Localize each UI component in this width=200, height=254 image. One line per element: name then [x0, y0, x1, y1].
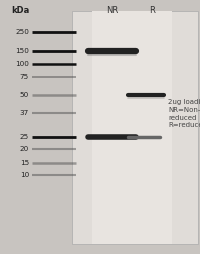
- Text: 25: 25: [20, 134, 29, 140]
- Text: 50: 50: [20, 92, 29, 98]
- Text: 250: 250: [15, 29, 29, 35]
- Text: 150: 150: [15, 48, 29, 54]
- Text: kDa: kDa: [11, 6, 29, 15]
- Text: 20: 20: [20, 146, 29, 152]
- Bar: [72, 11, 198, 244]
- Bar: [132, 11, 172, 244]
- Text: 15: 15: [20, 160, 29, 166]
- Text: 2ug loading
NR=Non-
reduced
R=reduced: 2ug loading NR=Non- reduced R=reduced: [168, 99, 200, 128]
- Text: NR: NR: [106, 6, 118, 15]
- Text: 75: 75: [20, 74, 29, 81]
- Bar: [92, 11, 132, 244]
- Text: R: R: [149, 6, 155, 15]
- Text: 37: 37: [20, 110, 29, 116]
- Text: 100: 100: [15, 60, 29, 67]
- Text: 10: 10: [20, 172, 29, 178]
